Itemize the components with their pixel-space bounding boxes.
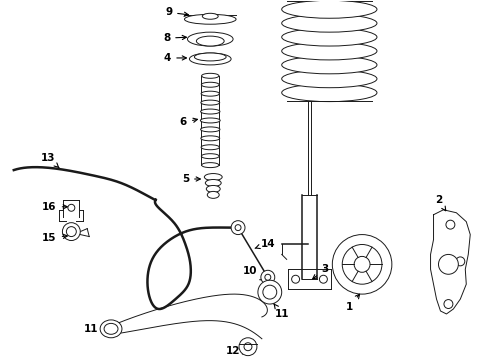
Circle shape bbox=[446, 220, 455, 229]
Ellipse shape bbox=[207, 192, 219, 198]
Text: 10: 10 bbox=[243, 266, 265, 280]
Circle shape bbox=[263, 285, 277, 299]
Text: 14: 14 bbox=[255, 239, 275, 248]
Circle shape bbox=[261, 270, 275, 284]
Ellipse shape bbox=[282, 0, 377, 18]
Text: 11: 11 bbox=[84, 324, 107, 334]
Text: 6: 6 bbox=[180, 117, 197, 127]
Circle shape bbox=[235, 225, 241, 231]
Ellipse shape bbox=[282, 84, 377, 102]
Circle shape bbox=[342, 244, 382, 284]
Ellipse shape bbox=[201, 136, 220, 141]
Text: 15: 15 bbox=[42, 233, 67, 243]
Ellipse shape bbox=[200, 127, 220, 132]
Text: 5: 5 bbox=[182, 174, 200, 184]
Ellipse shape bbox=[201, 100, 220, 105]
Text: 4: 4 bbox=[164, 53, 186, 63]
Circle shape bbox=[444, 300, 453, 309]
Text: 13: 13 bbox=[41, 153, 59, 168]
Text: 1: 1 bbox=[345, 294, 360, 312]
Circle shape bbox=[62, 223, 80, 240]
Ellipse shape bbox=[282, 70, 377, 88]
Text: 12: 12 bbox=[226, 346, 247, 356]
Text: 8: 8 bbox=[163, 33, 186, 43]
Ellipse shape bbox=[204, 174, 222, 180]
Ellipse shape bbox=[190, 53, 231, 65]
Circle shape bbox=[354, 256, 370, 272]
Circle shape bbox=[265, 274, 271, 280]
Ellipse shape bbox=[104, 323, 118, 334]
Circle shape bbox=[66, 227, 76, 237]
Ellipse shape bbox=[201, 145, 220, 150]
Ellipse shape bbox=[206, 185, 220, 192]
Circle shape bbox=[231, 221, 245, 235]
Ellipse shape bbox=[201, 91, 220, 96]
Text: 3: 3 bbox=[313, 264, 329, 279]
Ellipse shape bbox=[202, 13, 218, 19]
Circle shape bbox=[319, 275, 327, 283]
Ellipse shape bbox=[196, 36, 224, 46]
Circle shape bbox=[292, 275, 299, 283]
Ellipse shape bbox=[188, 32, 233, 46]
Ellipse shape bbox=[201, 82, 219, 87]
Ellipse shape bbox=[200, 109, 220, 114]
Circle shape bbox=[439, 255, 458, 274]
Ellipse shape bbox=[201, 73, 219, 78]
Ellipse shape bbox=[282, 28, 377, 46]
Circle shape bbox=[239, 338, 257, 356]
Ellipse shape bbox=[195, 53, 226, 61]
Ellipse shape bbox=[201, 163, 219, 168]
Ellipse shape bbox=[100, 320, 122, 338]
Text: 2: 2 bbox=[435, 195, 446, 211]
Circle shape bbox=[332, 235, 392, 294]
Ellipse shape bbox=[200, 118, 220, 123]
Ellipse shape bbox=[282, 56, 377, 74]
Ellipse shape bbox=[205, 180, 221, 186]
Text: 11: 11 bbox=[274, 304, 289, 319]
Ellipse shape bbox=[282, 14, 377, 32]
Circle shape bbox=[68, 204, 75, 211]
Ellipse shape bbox=[184, 14, 236, 24]
Ellipse shape bbox=[282, 42, 377, 60]
Circle shape bbox=[258, 280, 282, 304]
Text: 9: 9 bbox=[165, 7, 189, 17]
Circle shape bbox=[456, 257, 465, 266]
Text: 16: 16 bbox=[42, 202, 67, 212]
Ellipse shape bbox=[201, 154, 219, 159]
Circle shape bbox=[244, 343, 252, 351]
Text: 7: 7 bbox=[343, 49, 362, 59]
